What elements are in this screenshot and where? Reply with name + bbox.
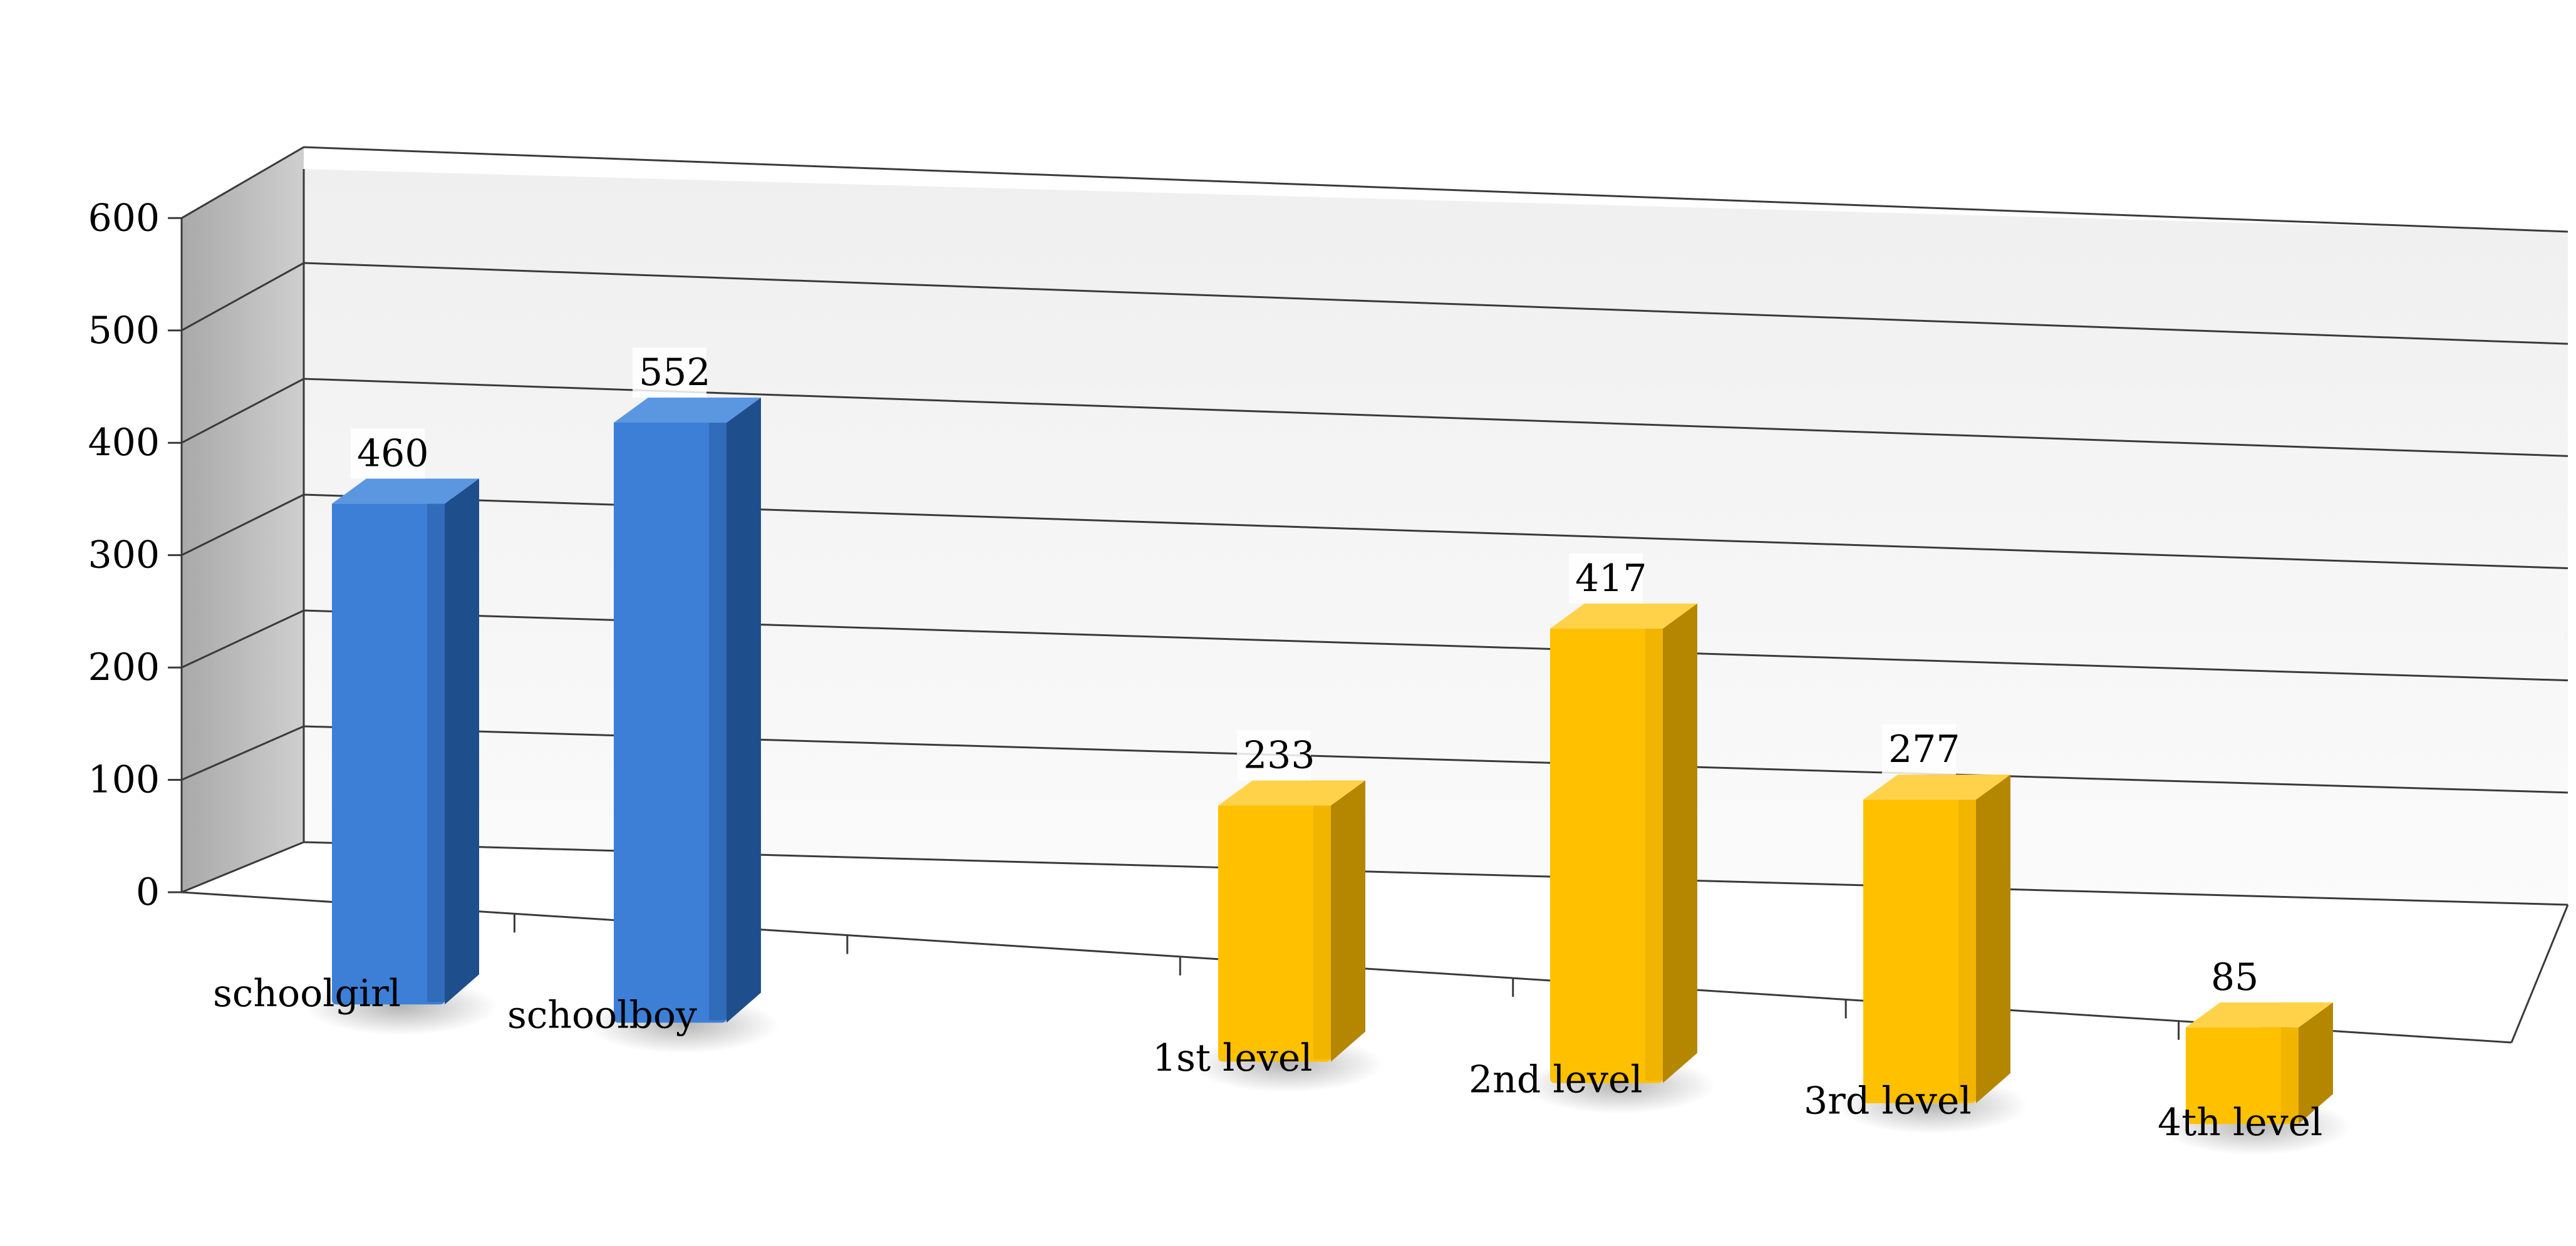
bar — [332, 478, 479, 1005]
data-label-bg — [351, 428, 425, 479]
gridlines — [181, 146, 2568, 906]
bar-top — [332, 478, 479, 504]
bar-front-shade — [427, 503, 445, 1002]
bar-top — [1550, 603, 1697, 629]
bar-top — [2186, 1002, 2333, 1027]
data-label: 233 — [1243, 733, 1315, 777]
bar-top — [1863, 775, 2010, 800]
bar-front — [1863, 800, 1976, 1104]
x-tick-label: 2nd level — [1469, 1058, 1643, 1101]
bar-side — [445, 478, 479, 1005]
bar-front — [1550, 628, 1663, 1083]
bar-side — [1663, 603, 1697, 1083]
bar-front — [332, 503, 445, 1005]
back-wall — [304, 169, 2568, 905]
labels: 0 100 200 300 400 500 600 schoolgirl 460 schoolbo… — [88, 196, 2322, 1145]
bar-front-shade — [1645, 628, 1663, 1081]
bar-side — [2299, 1002, 2333, 1125]
data-label-bg — [2205, 952, 2279, 1002]
bar-front-shade — [1313, 805, 1331, 1059]
bar — [1863, 775, 2010, 1104]
chart-walls — [182, 147, 2568, 1043]
floor-right-edge — [2510, 904, 2569, 1043]
bar-side — [1976, 775, 2010, 1104]
y-tick-label: 500 — [88, 309, 160, 353]
bar — [1218, 780, 1365, 1062]
y-tick-label: 0 — [136, 870, 160, 914]
bar-top — [1218, 780, 1365, 806]
bar-front — [614, 422, 727, 1023]
y-tick-label: 300 — [88, 533, 160, 577]
bar — [2186, 1002, 2333, 1125]
data-label-bg — [1569, 553, 1643, 604]
x-tick-label: 4th level — [2158, 1101, 2322, 1145]
x-tick-label: schoolboy — [507, 993, 697, 1037]
bar — [614, 397, 761, 1023]
x-tick-label: 3rd level — [1804, 1079, 1972, 1123]
x-tick-label: 1st level — [1152, 1036, 1312, 1080]
data-label-bg — [633, 347, 706, 398]
data-label: 552 — [639, 351, 711, 394]
data-label-bg — [1237, 730, 1311, 781]
bars — [332, 397, 2333, 1125]
bar-side — [1331, 780, 1365, 1062]
bar-front-shade — [2281, 1027, 2299, 1122]
data-label: 417 — [1575, 557, 1647, 600]
x-tick-label: schoolgirl — [213, 972, 401, 1016]
bar — [1550, 603, 1697, 1083]
data-label-bg — [1882, 724, 1956, 775]
bar-front — [2186, 1027, 2299, 1125]
side-wall — [182, 147, 304, 892]
y-tick-label: 200 — [88, 646, 160, 689]
data-label: 460 — [357, 431, 429, 475]
gridline — [181, 146, 2568, 233]
y-tick-label: 100 — [88, 758, 160, 802]
bar-front-shade — [1958, 800, 1976, 1101]
bar-front-shade — [709, 422, 727, 1021]
data-label: 277 — [1888, 728, 1960, 771]
bar-top — [614, 397, 761, 423]
bar-side — [727, 397, 761, 1023]
data-label: 85 — [2211, 955, 2258, 999]
bar-front — [1218, 805, 1331, 1062]
y-tick-label: 600 — [88, 196, 160, 240]
y-tick-label: 400 — [88, 421, 160, 465]
